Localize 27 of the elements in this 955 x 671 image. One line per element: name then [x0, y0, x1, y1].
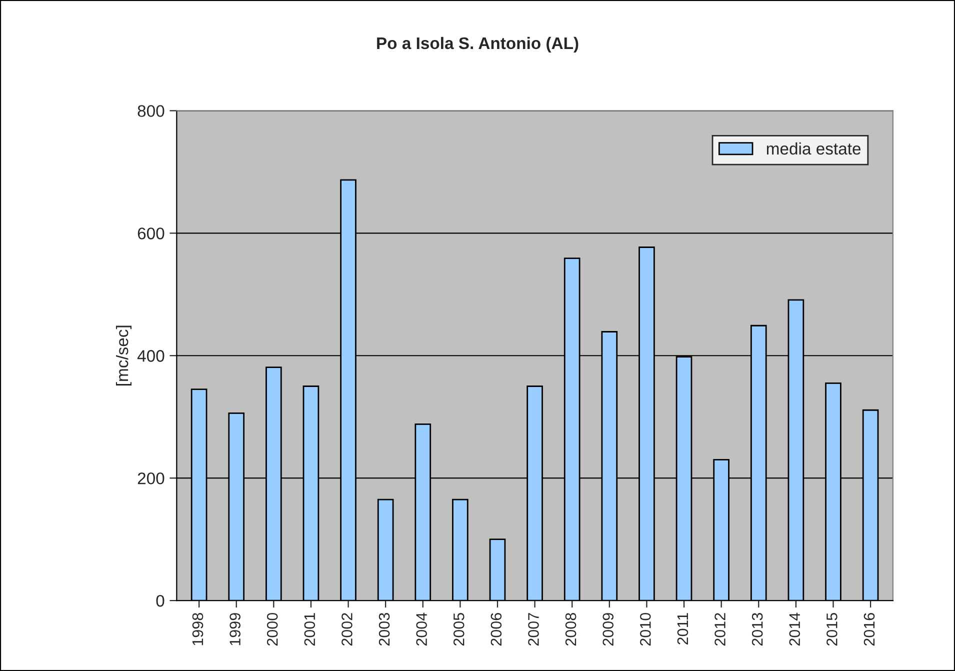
x-tick-label: 2004 — [416, 612, 427, 646]
x-tick-label: 2006 — [490, 613, 502, 646]
x-tick-label: 2005 — [453, 612, 464, 646]
x-tick-label: 2007 — [528, 613, 539, 646]
x-tick-label: 2002 — [342, 613, 352, 646]
y-tick-label: 800 — [138, 105, 164, 117]
y-tick-label: 200 — [138, 472, 164, 484]
x-tick-label: 2011 — [677, 613, 688, 644]
y-tick-label: 600 — [138, 228, 164, 240]
chart-title: Po a Isola S. Antonio (AL) — [377, 36, 578, 52]
x-tick-label: 1998 — [192, 613, 204, 646]
x-tick-label: 2009 — [602, 613, 614, 646]
x-tick-label: 2003 — [378, 613, 390, 646]
x-tick-label: 2010 — [640, 612, 651, 646]
x-tick-label: 1999 — [230, 613, 240, 646]
x-tick-label: 2012 — [714, 613, 726, 646]
y-tick-label: 400 — [137, 350, 164, 362]
y-axis-title: [mc/sec] — [116, 326, 132, 386]
x-tick-label: 2013 — [752, 613, 763, 646]
x-tick-label: 2001 — [304, 613, 316, 646]
x-tick-label: 2000 — [266, 612, 278, 646]
y-tick-label: 0 — [156, 594, 164, 607]
x-tick-label: 2016 — [864, 613, 875, 646]
x-tick-label: 2014 — [789, 612, 800, 646]
x-tick-label: 2015 — [826, 612, 838, 646]
legend-label: media estate — [766, 142, 861, 155]
x-tick-label: 2008 — [565, 613, 576, 646]
